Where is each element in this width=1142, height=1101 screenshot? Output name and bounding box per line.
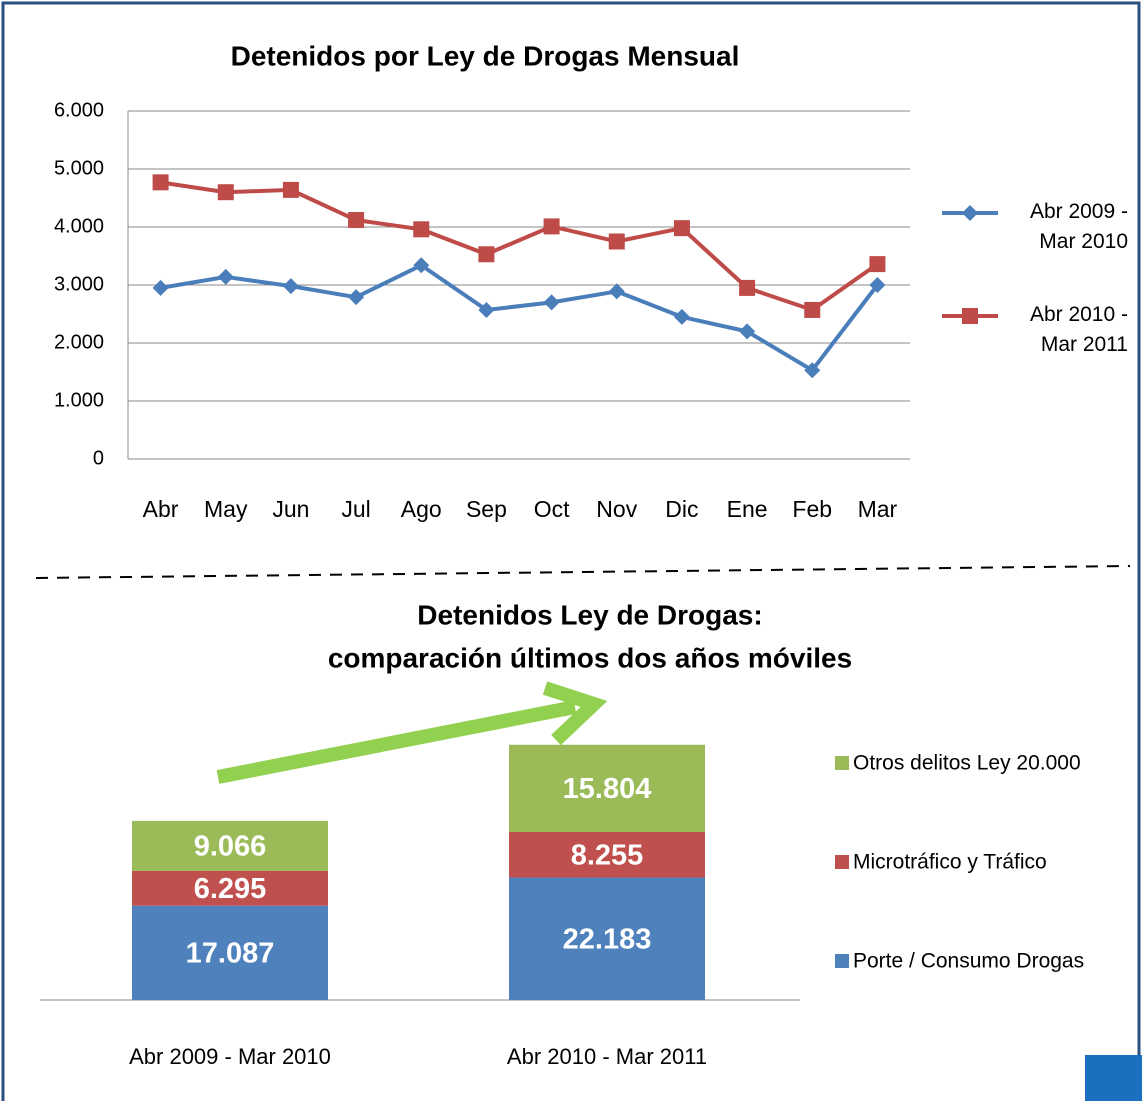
y-tick-label: 1.000	[54, 389, 104, 411]
marker	[152, 174, 169, 191]
marker	[543, 218, 560, 235]
marker	[478, 246, 495, 263]
marker	[804, 301, 821, 318]
value-label: 8.255	[571, 839, 644, 871]
marker	[739, 279, 756, 296]
legend-label: Abr 2009 - Mar 2010	[1029, 200, 1128, 253]
x-tick-label: Feb	[792, 496, 832, 522]
chart-title: comparación últimos dos años móviles	[328, 642, 852, 673]
x-tick-label: Ene	[727, 496, 768, 522]
marker	[962, 308, 978, 324]
legend-swatch	[835, 855, 849, 869]
marker	[608, 233, 625, 250]
bar-segment	[509, 744, 705, 832]
value-label: 15.804	[563, 773, 652, 805]
separator	[35, 565, 1131, 579]
x-tick-label: Oct	[534, 496, 570, 522]
legend-swatch	[835, 954, 849, 968]
marker	[282, 278, 299, 295]
bar-segment	[132, 905, 328, 1000]
bar-segment	[509, 877, 705, 1000]
corner-badge	[1085, 1055, 1142, 1101]
legend-swatch	[835, 756, 849, 770]
x-tick-label: Mar	[858, 496, 898, 522]
chart-title: Detenidos por Ley de Drogas Mensual	[231, 40, 740, 71]
trend-arrow	[216, 681, 608, 784]
y-tick-label: 3.000	[54, 273, 104, 295]
marker	[608, 283, 625, 300]
marker	[673, 220, 690, 237]
marker	[413, 257, 430, 274]
x-tick-label: May	[204, 496, 248, 522]
marker	[348, 212, 365, 229]
marker	[869, 277, 886, 293]
marker	[152, 279, 169, 296]
marker	[348, 289, 365, 306]
value-label: 9.066	[194, 831, 267, 863]
series-line	[160, 262, 880, 373]
x-tick-label: Abr	[143, 496, 179, 522]
legend-label: Microtráfico y Tráfico	[853, 851, 1047, 874]
x-tick-label: Abr 2009 - Mar 2010	[129, 1044, 331, 1069]
legend-label: Otros delitos Ley 20.000	[853, 752, 1081, 775]
x-tick-label: Sep	[466, 496, 507, 522]
y-tick-label: 6.000	[54, 99, 104, 121]
legend-label: Porte / Consumo Drogas	[853, 950, 1084, 973]
marker	[217, 184, 234, 201]
value-label: 6.295	[194, 873, 267, 905]
marker	[804, 362, 821, 379]
bar-segment	[132, 870, 328, 906]
bar-segment	[509, 831, 705, 878]
series-line	[160, 180, 879, 313]
marker	[962, 205, 978, 221]
x-tick-label: Jul	[341, 496, 370, 522]
x-tick-label: Nov	[596, 496, 637, 522]
marker	[673, 308, 690, 325]
value-label: 17.087	[186, 937, 275, 969]
y-tick-label: 0	[93, 447, 104, 469]
marker	[413, 221, 430, 238]
y-tick-label: 5.000	[54, 157, 104, 179]
x-tick-label: Abr 2010 - Mar 2011	[507, 1044, 707, 1069]
y-tick-label: 4.000	[54, 215, 104, 237]
y-tick-label: 2.000	[54, 331, 104, 353]
marker	[869, 256, 886, 273]
chart-title: Detenidos Ley de Drogas:	[417, 599, 762, 630]
marker	[217, 268, 234, 285]
legend-label: Abr 2010 - Mar 2011	[1029, 303, 1128, 356]
x-tick-label: Dic	[665, 496, 698, 522]
marker	[478, 301, 495, 318]
marker	[543, 294, 560, 311]
x-tick-label: Jun	[272, 496, 309, 522]
value-label: 22.183	[563, 923, 652, 955]
x-tick-label: Ago	[401, 496, 442, 522]
bar-segment	[132, 820, 328, 871]
marker	[739, 323, 756, 340]
marker	[282, 181, 299, 198]
